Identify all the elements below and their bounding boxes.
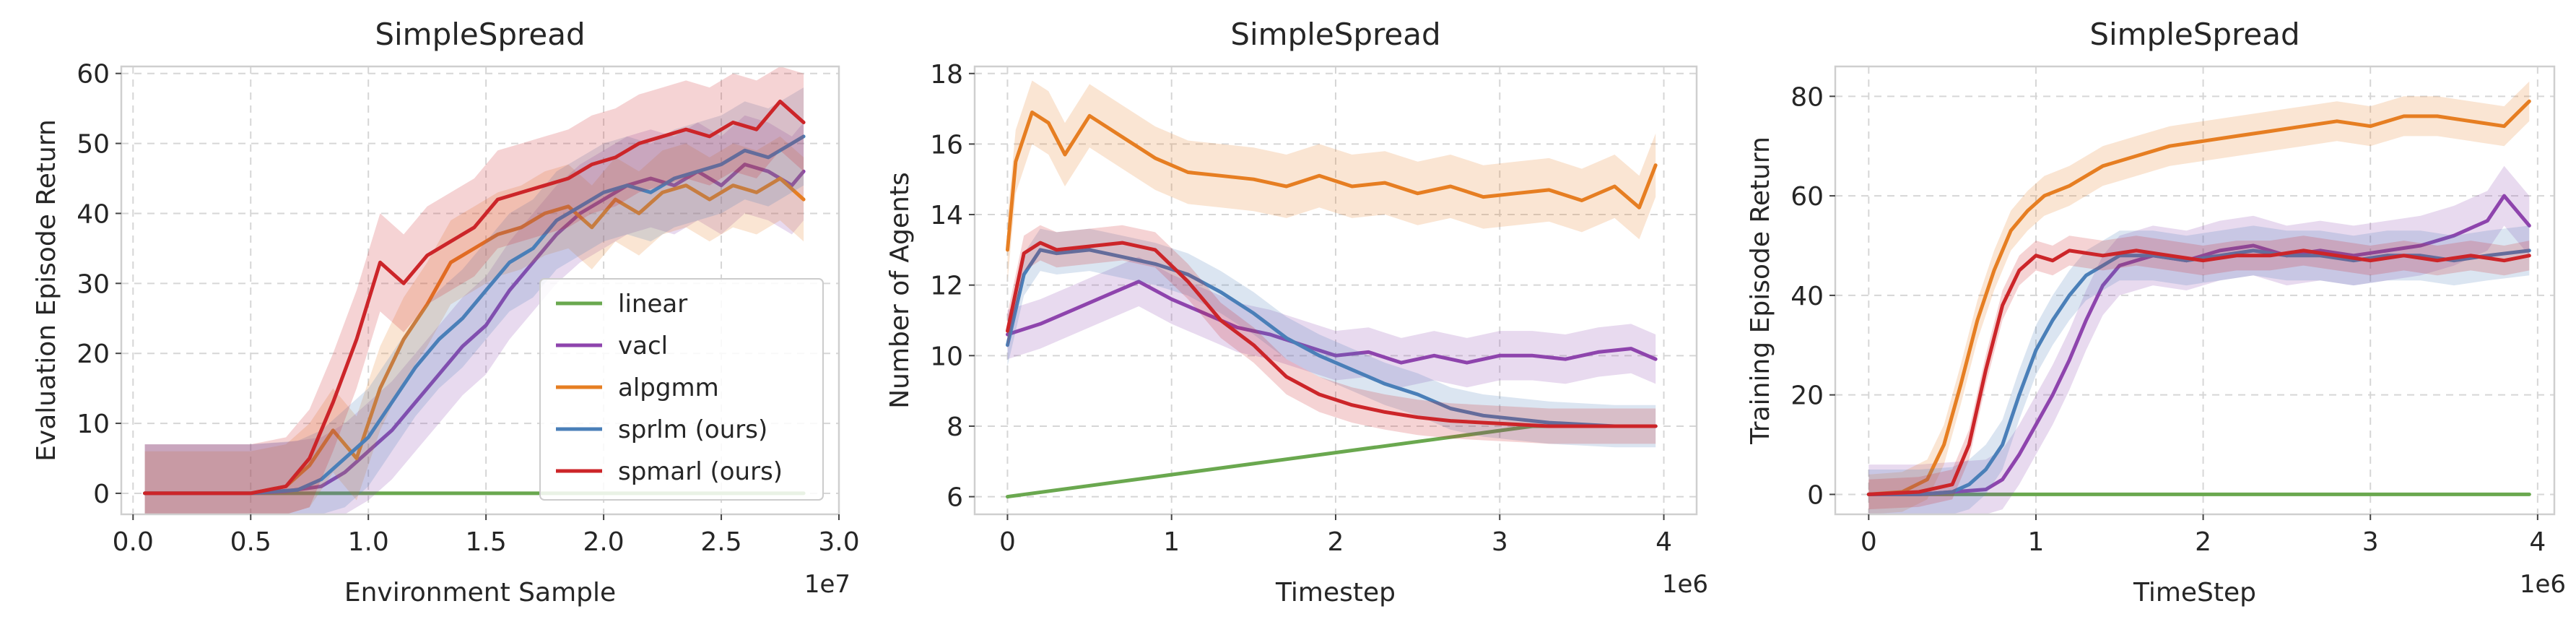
y-tick-label: 20	[1790, 381, 1824, 411]
series-band-alpgmm	[144, 136, 804, 514]
y-tick-label: 10	[930, 342, 963, 371]
x-tick-label: 2	[2195, 527, 2211, 557]
series-layer	[1866, 81, 2531, 515]
grid	[1835, 66, 2554, 514]
series-line-spmarl	[143, 99, 806, 496]
legend-label-spmarl: spmarl (ours)	[618, 457, 783, 486]
series-band-sprlm	[144, 87, 804, 515]
legend: linear vacl alpgmm sprlm (ours) spmarl (…	[539, 278, 824, 501]
y-tick-label: 0	[1807, 480, 1824, 510]
series-line-alpgmm	[1006, 111, 1658, 252]
chart-panel-1: 0.0 0.5 1.0 1.5 2.0 2.5 3.0 0 10 20 30 40 50 60 Simple…	[32, 17, 860, 607]
grid	[975, 66, 1697, 514]
x-tick-label: 1.0	[348, 527, 389, 557]
series-layer	[143, 66, 806, 515]
x-tick-label: 1	[1163, 527, 1180, 557]
x-tick-label: 0.0	[113, 527, 154, 557]
y-tick-label: 16	[930, 130, 963, 160]
chart-title: SimpleSpread	[1230, 17, 1440, 52]
x-tick-label: 4	[1655, 527, 1672, 557]
plot-frame	[120, 65, 840, 516]
x-tick-label: 1	[2028, 527, 2045, 557]
series-band-sprlm	[1007, 228, 1656, 448]
x-axis-label: TimeStep	[2133, 578, 2256, 607]
x-tick-label: 4	[2529, 527, 2546, 557]
y-tick-label: 14	[930, 201, 963, 230]
series-band-spmarl	[1868, 235, 2530, 510]
x-tick-label: 3.0	[818, 527, 859, 557]
y-tick-label: 20	[77, 340, 110, 369]
y-tick-label: 80	[1790, 82, 1824, 112]
x-tick-label: 2.0	[583, 527, 624, 557]
x-tick-label: 2	[1328, 527, 1344, 557]
series-band-spmarl	[1007, 225, 1656, 444]
y-tick-label: 8	[947, 412, 963, 442]
x-tick-label: 1.5	[466, 527, 507, 557]
series-line-sprlm	[143, 134, 806, 496]
series-line-sprlm	[1866, 248, 2531, 496]
legend-box	[539, 278, 824, 501]
x-axis-multiplier: 1e6	[2520, 570, 2566, 599]
x-axis-label: Environment Sample	[344, 578, 616, 607]
series-line-alpgmm	[1866, 99, 2531, 496]
series-layer	[1006, 80, 1658, 499]
y-tick-label: 50	[77, 130, 110, 160]
legend-label-linear: linear	[618, 290, 687, 319]
x-axis-multiplier: 1e6	[1662, 570, 1708, 599]
chart-panel-3: 0 1 2 3 4020406080SimpleSpreadTimeStepTraini…	[1746, 17, 2566, 607]
x-tick-label: 2.5	[700, 527, 741, 557]
y-tick-label: 18	[930, 60, 963, 90]
chart-panel-2: 0 1 2 3 4681012141618SimpleSpreadTimestepNum…	[885, 17, 1708, 607]
x-tick-label: 0	[1861, 527, 1877, 557]
y-tick-label: 40	[77, 199, 110, 229]
y-tick-label: 60	[77, 60, 110, 90]
y-axis-label: Number of Agents	[885, 172, 915, 409]
y-tick-label: 30	[77, 269, 110, 299]
y-tick-label: 40	[1790, 282, 1824, 311]
series-band-sprlm	[1868, 225, 2530, 514]
y-tick-label: 6	[947, 483, 963, 513]
y-tick-label: 60	[1790, 182, 1824, 212]
legend-label-vacl: vacl	[618, 332, 668, 360]
series-line-spmarl	[1866, 248, 2531, 496]
series-line-vacl	[143, 163, 806, 496]
series-line-vacl	[1006, 280, 1658, 365]
chart-title: SimpleSpread	[375, 17, 585, 52]
y-tick-label: 10	[77, 410, 110, 439]
series-line-sprlm	[1006, 248, 1658, 428]
series-line-spmarl	[1006, 241, 1658, 428]
x-tick-label: 0	[999, 527, 1016, 557]
x-tick-label: 3	[2362, 527, 2379, 557]
series-line-alpgmm	[143, 176, 806, 496]
y-tick-label: 12	[930, 272, 963, 301]
x-tick-label: 0.5	[230, 527, 271, 557]
series-band-spmarl	[144, 66, 804, 514]
series-band-alpgmm	[1868, 81, 2530, 514]
y-axis-label: Evaluation Episode Return	[32, 119, 61, 462]
legend-label-alpgmm: alpgmm	[618, 373, 719, 402]
series-band-vacl	[1007, 256, 1656, 388]
y-axis-label: Training Episode Return	[1746, 137, 1775, 445]
x-axis-multiplier: 1e7	[804, 570, 850, 599]
plot-frame	[1834, 65, 2556, 516]
chart-title: SimpleSpread	[2089, 17, 2299, 52]
legend-label-sprlm: sprlm (ours)	[618, 415, 767, 444]
x-tick-label: 3	[1492, 527, 1508, 557]
x-axis-label: Timestep	[1275, 578, 1396, 607]
y-tick-label: 0	[93, 480, 110, 509]
